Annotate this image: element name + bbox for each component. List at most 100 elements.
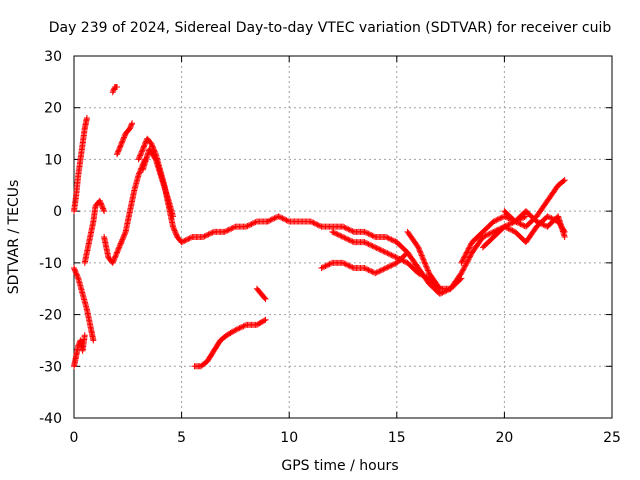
data-point [342, 224, 349, 231]
x-tick-label: 10 [280, 430, 298, 446]
data-point [465, 246, 472, 253]
data-point [337, 232, 344, 239]
data-point [388, 252, 395, 259]
data-point [516, 220, 523, 227]
data-point [240, 323, 247, 330]
data-point [137, 168, 144, 175]
data-point [372, 244, 379, 251]
data-point [421, 259, 428, 266]
data-point [417, 249, 424, 256]
data-point [460, 255, 467, 262]
data-point [417, 248, 424, 255]
data-point [235, 325, 242, 332]
data-point [479, 234, 486, 240]
data-point [110, 87, 117, 94]
data-point [172, 228, 179, 235]
data-point [384, 250, 391, 257]
data-point [540, 221, 547, 228]
data-point [314, 221, 321, 228]
data-point [262, 316, 269, 323]
data-point [185, 235, 192, 242]
data-point [362, 265, 369, 272]
data-point [466, 254, 473, 261]
data-point [498, 214, 505, 221]
data-point [139, 147, 146, 154]
data-point [138, 149, 145, 156]
data-point [436, 290, 443, 297]
data-point [188, 234, 195, 241]
data-point [344, 235, 351, 242]
data-point [344, 261, 351, 268]
data-point [387, 263, 394, 270]
data-point [330, 229, 337, 236]
data-point [349, 264, 356, 271]
data-point [361, 265, 368, 272]
data-point [135, 171, 142, 178]
data-point [280, 215, 287, 222]
data-point [463, 250, 470, 257]
data-point [366, 241, 373, 248]
data-point [383, 265, 390, 272]
data-point [460, 266, 467, 273]
data-point [325, 261, 332, 268]
data-point [346, 263, 353, 270]
data-point [112, 252, 119, 259]
data-point [116, 146, 123, 153]
data-point [341, 224, 348, 231]
data-point [381, 248, 388, 255]
data-point [141, 142, 148, 149]
data-point [349, 238, 356, 245]
data-point [119, 235, 126, 242]
data-point [522, 213, 529, 220]
data-point [248, 221, 255, 228]
data-point [491, 217, 498, 224]
data-point [74, 274, 81, 281]
data-point [419, 255, 426, 262]
data-point [504, 224, 511, 231]
data-point [224, 227, 231, 234]
data-point [501, 213, 508, 220]
data-point [368, 232, 375, 239]
data-point [127, 124, 134, 131]
series-segment [71, 332, 88, 370]
data-point [121, 231, 128, 238]
data-point [136, 170, 143, 177]
data-point [205, 231, 212, 238]
data-point [117, 240, 124, 247]
data-point [361, 228, 368, 235]
data-point [348, 237, 355, 244]
data-point [139, 146, 146, 153]
data-point [392, 254, 399, 261]
data-point [236, 325, 243, 332]
data-point [482, 232, 489, 239]
y-tick-label: -10 [39, 256, 62, 272]
data-point [115, 148, 122, 155]
series-segment [135, 135, 185, 246]
data-point [276, 213, 283, 220]
data-point [364, 230, 371, 237]
data-point [264, 218, 271, 225]
data-point [114, 249, 121, 256]
data-point [311, 220, 318, 227]
data-point [117, 143, 124, 150]
y-tick-label: -40 [39, 411, 62, 427]
data-point [97, 200, 104, 207]
data-point [261, 295, 268, 302]
data-point [119, 138, 126, 145]
data-point [261, 317, 268, 324]
data-point [118, 139, 125, 146]
data-point [252, 219, 259, 226]
data-point [487, 230, 494, 237]
data-point [467, 241, 474, 248]
data-point [462, 262, 469, 269]
data-point [384, 264, 391, 271]
data-point [420, 257, 427, 264]
data-point [373, 244, 380, 251]
data-point [169, 213, 176, 220]
y-axis-label: SDTVAR / TECUs [6, 180, 22, 295]
data-point [389, 252, 396, 259]
data-point [344, 225, 351, 232]
data-point [466, 244, 473, 251]
data-point [110, 257, 117, 264]
data-point [268, 216, 275, 223]
